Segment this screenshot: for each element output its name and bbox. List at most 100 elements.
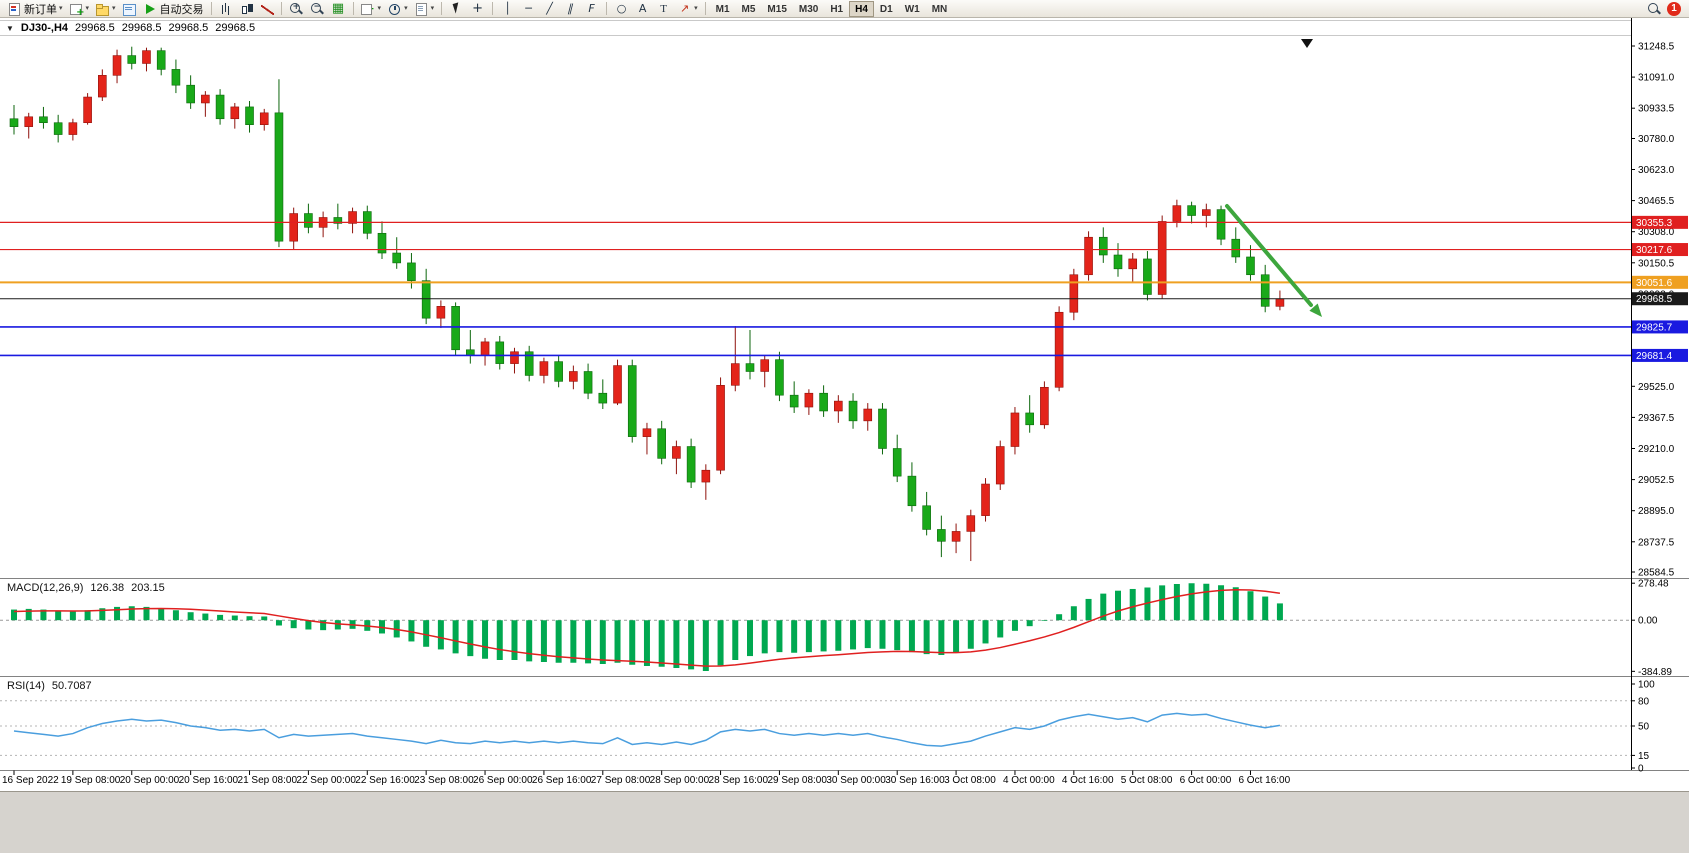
shift-end-marker[interactable] <box>1301 39 1313 48</box>
tile-windows-icon: ▦ <box>331 0 345 16</box>
templates-button[interactable]: ▾ <box>411 0 438 17</box>
candle-body <box>9 118 19 127</box>
vertical-line-icon: │ <box>504 1 511 15</box>
price-axis-label: 29052.5 <box>1638 475 1675 486</box>
candle-body <box>1113 254 1123 270</box>
chevron-down-icon: ▾ <box>694 5 698 12</box>
profiles-icon <box>95 2 110 16</box>
candle-body <box>1054 311 1064 388</box>
timeframe-d1-button[interactable]: D1 <box>879 3 893 15</box>
price-axis-label: 31248.5 <box>1638 42 1675 53</box>
cursor-button[interactable] <box>446 0 467 17</box>
trend-arrow-annotation[interactable] <box>1225 204 1313 307</box>
trend-arrow-head <box>1309 303 1322 317</box>
time-axis-label: 6 Oct 00:00 <box>1180 775 1232 786</box>
candle-body <box>142 50 151 64</box>
data-window-button[interactable] <box>119 0 140 17</box>
timeframe-h1-button[interactable]: H1 <box>830 3 844 15</box>
time-axis-label: 28 Sep 16:00 <box>709 775 769 786</box>
toolbar-right: 1 <box>1647 1 1685 16</box>
collapse-arrow-icon[interactable]: ▼ <box>6 23 14 33</box>
macd-axis-label: 0.00 <box>1638 616 1658 627</box>
macd-axis-label: 278.48 <box>1638 579 1669 590</box>
price-axis-label: 30150.5 <box>1638 258 1675 269</box>
search-icon[interactable] <box>1647 2 1662 16</box>
price-tag <box>1632 275 1688 289</box>
auto-trading-button[interactable]: 自动交易 <box>140 0 207 17</box>
time-axis-label: 26 Sep 00:00 <box>473 775 533 786</box>
candle-body <box>451 306 460 351</box>
equidistant-channel-button[interactable]: ∥ <box>560 0 581 17</box>
bar-chart-button[interactable] <box>216 0 237 17</box>
timeframe-w1-button[interactable]: W1 <box>904 3 920 15</box>
horizontal-line-button[interactable]: ─ <box>518 0 539 17</box>
rsi-axis-label: 100 <box>1638 680 1655 691</box>
zoom-out-icon: − <box>310 2 325 16</box>
vertical-line-button[interactable]: │ <box>497 0 518 17</box>
candle-body <box>937 529 946 542</box>
zoom-in-button[interactable]: + <box>286 0 307 17</box>
text-label-button[interactable]: T <box>653 0 674 17</box>
toolbar: 新订单▾▾▾自动交易+−▦+▾▾▾+│─╱∥F○AT↗▾M1M5M15M30H1… <box>0 0 1689 18</box>
trendline-button[interactable]: ╱ <box>539 0 560 17</box>
time-axis-label: 28 Sep 00:00 <box>650 775 710 786</box>
indicators-button[interactable]: + ▾ <box>358 0 385 17</box>
candle-body <box>480 341 490 356</box>
profiles-button[interactable]: ▾ <box>92 0 119 17</box>
candle-body <box>274 112 284 242</box>
arrows-button[interactable]: ↗ ▾ <box>674 0 701 17</box>
timeframe-m15-button[interactable]: M15 <box>767 3 787 15</box>
text-button[interactable]: A <box>632 0 653 17</box>
zoom-in-icon: + <box>289 2 304 16</box>
chevron-down-icon: ▾ <box>404 5 408 12</box>
chevron-down-icon: ▾ <box>112 5 116 12</box>
candle-body <box>730 363 740 386</box>
trendline-icon: ╱ <box>546 1 553 15</box>
notification-badge[interactable]: 1 <box>1667 1 1681 16</box>
timeframe-m1-button[interactable]: M1 <box>715 3 730 15</box>
timeframe-m5-button[interactable]: M5 <box>741 3 756 15</box>
data-window-icon <box>122 2 137 16</box>
arrows-icon: ↗ <box>679 1 690 15</box>
candle-body <box>848 400 858 422</box>
candle-body <box>127 55 137 64</box>
price-tag <box>1632 348 1688 362</box>
candle-body <box>834 400 843 412</box>
timeframe-h4-button[interactable]: H4 <box>849 0 874 17</box>
line-chart-button[interactable] <box>258 0 277 17</box>
candle-body <box>789 394 799 408</box>
timeframe-m30-button[interactable]: M30 <box>798 3 819 15</box>
new-chart-button[interactable]: ▾ <box>66 0 93 18</box>
candlestick-chart-button[interactable] <box>237 0 258 17</box>
tile-windows-button[interactable]: ▦ <box>328 0 349 17</box>
candle-body <box>171 69 181 86</box>
candle-body <box>495 341 505 364</box>
fibonacci-retracement-button[interactable]: F <box>581 0 602 17</box>
crosshair-button[interactable]: + <box>467 0 488 17</box>
shapes-button[interactable]: ○ <box>611 0 632 17</box>
candle-body <box>907 475 917 507</box>
toolbar-separator <box>704 2 706 15</box>
timeframe-mn-button[interactable]: MN <box>931 3 948 15</box>
rsi-name: RSI(14) <box>7 680 45 692</box>
time-axis-label: 26 Sep 16:00 <box>532 775 592 786</box>
candle-body <box>539 361 549 376</box>
candle-body <box>1010 412 1020 447</box>
shapes-icon: ○ <box>616 1 627 15</box>
candle-body <box>112 55 122 76</box>
candle-body <box>1260 274 1270 307</box>
candle-body <box>642 428 652 437</box>
new-order-button[interactable]: 新订单 ▾ <box>4 0 66 17</box>
time-axis-label: 4 Oct 00:00 <box>1003 775 1055 786</box>
chart-symbol-period: DJ30-,H4 <box>20 22 68 34</box>
zoom-out-button[interactable]: − <box>307 0 328 17</box>
price-axis-label: 28584.5 <box>1638 568 1675 579</box>
time-axis-label: 22 Sep 16:00 <box>355 775 415 786</box>
time-axis-label: 20 Sep 00:00 <box>120 775 180 786</box>
rsi-axis-label: 80 <box>1638 696 1650 707</box>
rsi-axis-label: 50 <box>1638 722 1650 733</box>
periods-button[interactable]: ▾ <box>384 0 411 17</box>
candle-body <box>701 469 711 483</box>
